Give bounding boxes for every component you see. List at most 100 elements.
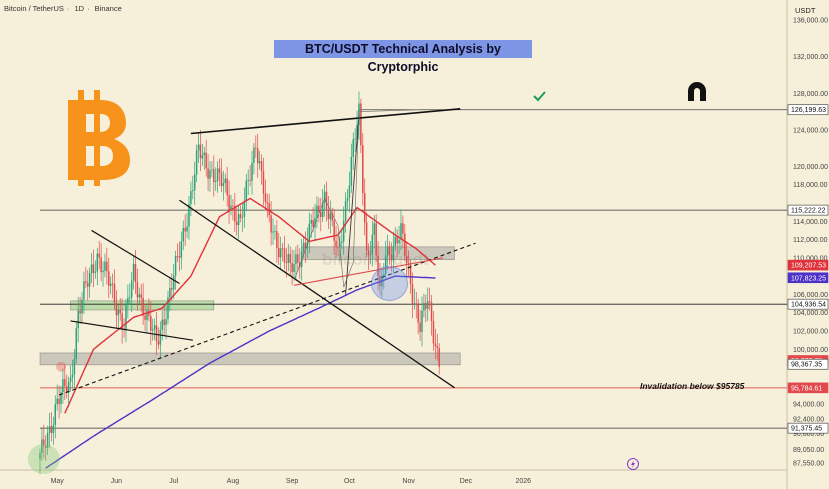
candle-body: [402, 223, 404, 234]
candle: [251, 150, 253, 195]
major-resistance-line: [190, 108, 461, 135]
candle-body: [199, 144, 202, 159]
candle: [54, 395, 57, 439]
candle-body: [428, 301, 431, 303]
candle-body: [281, 248, 284, 250]
candle: [230, 194, 232, 216]
candle-body: [129, 297, 131, 299]
symbol-exchange: Binance: [94, 4, 122, 13]
candle: [270, 201, 272, 246]
candle: [312, 207, 314, 232]
candle: [253, 143, 255, 175]
candle-body: [295, 254, 297, 264]
candle-body: [344, 200, 347, 221]
candle: [90, 253, 93, 283]
currency-label[interactable]: USDT: [795, 6, 816, 15]
candle: [157, 327, 160, 350]
event-ring: [627, 458, 639, 470]
candle-body: [94, 271, 97, 273]
candle-body: [264, 193, 267, 202]
candle: [255, 135, 257, 158]
price-level-tag-box: [787, 298, 829, 310]
candle-body: [205, 152, 207, 169]
y-tick-label: 92,400.00: [793, 416, 824, 423]
x-tick-label: 2026: [515, 478, 531, 485]
candle: [421, 296, 423, 347]
candle: [165, 306, 167, 340]
candle: [329, 200, 332, 234]
candle-body: [398, 239, 400, 244]
candle-body: [318, 205, 320, 212]
candle-body: [293, 263, 295, 272]
price-level-tag-text: 91,375.45: [791, 426, 822, 433]
symbol-header[interactable]: Bitcoin / TetherUS · 1D · Binance: [4, 4, 122, 13]
x-tick-label: Oct: [344, 478, 355, 485]
candle: [278, 233, 280, 265]
candle-body: [234, 206, 236, 222]
candle-body: [363, 193, 366, 223]
candle: [41, 427, 43, 461]
candle-body: [375, 223, 377, 256]
support-zone-gray: [39, 352, 461, 366]
candle: [205, 139, 207, 177]
candle-body: [172, 275, 175, 290]
candle-body: [243, 200, 246, 217]
x-tick-label: May: [51, 478, 65, 485]
price-level-tag-box: [787, 259, 829, 271]
candle-body: [180, 241, 183, 258]
candle: [186, 212, 188, 239]
candle-body: [201, 155, 204, 159]
candle-body: [232, 205, 234, 207]
bitcoin-logo-icon: [68, 90, 130, 186]
channel-upper-line: [91, 229, 180, 284]
candle-body: [216, 168, 219, 182]
candle: [108, 257, 110, 299]
candle-body: [134, 263, 137, 283]
candle-body: [48, 426, 51, 433]
candle-body: [121, 313, 123, 329]
candle-body: [356, 125, 358, 139]
candle-body: [262, 171, 265, 194]
candle: [69, 365, 72, 392]
candle-body: [409, 264, 412, 285]
candle-body: [64, 379, 66, 387]
candle-body: [220, 172, 223, 187]
candle-body: [115, 302, 118, 316]
candle: [402, 215, 404, 248]
price-level-tag-box: [787, 382, 829, 394]
y-tick-label: 114,000.00: [793, 219, 828, 226]
candle: [117, 304, 120, 328]
y-tick-label: 90,800.00: [793, 431, 824, 438]
candle-body: [434, 343, 437, 347]
candle-body: [432, 321, 435, 344]
y-tick-label: 87,550.00: [793, 461, 824, 468]
candle: [272, 218, 274, 245]
candle: [201, 143, 204, 166]
candle: [213, 155, 215, 197]
candle-body: [56, 398, 58, 405]
candle: [341, 228, 343, 250]
candle-body: [329, 212, 332, 220]
candle-body: [151, 329, 154, 331]
candle: [247, 169, 249, 195]
candle-body: [423, 302, 425, 311]
candle-body: [228, 195, 230, 210]
candle-body: [241, 216, 244, 218]
candle-body: [390, 254, 393, 261]
candle: [291, 249, 293, 286]
price-level-tag: 104,936.54: [787, 298, 829, 310]
candle: [115, 290, 118, 329]
candle-body: [235, 221, 238, 226]
candle-body: [88, 273, 91, 287]
candle-body: [392, 246, 395, 261]
candle: [79, 296, 81, 324]
candle: [146, 305, 148, 334]
candle: [119, 298, 121, 321]
candle-body: [108, 271, 110, 286]
y-tick-label: 120,000.00: [793, 164, 828, 171]
y-tick-label: 102,000.00: [793, 329, 828, 336]
candle: [58, 385, 60, 419]
price-axis-panel: [787, 0, 829, 489]
candle-body: [125, 305, 127, 330]
